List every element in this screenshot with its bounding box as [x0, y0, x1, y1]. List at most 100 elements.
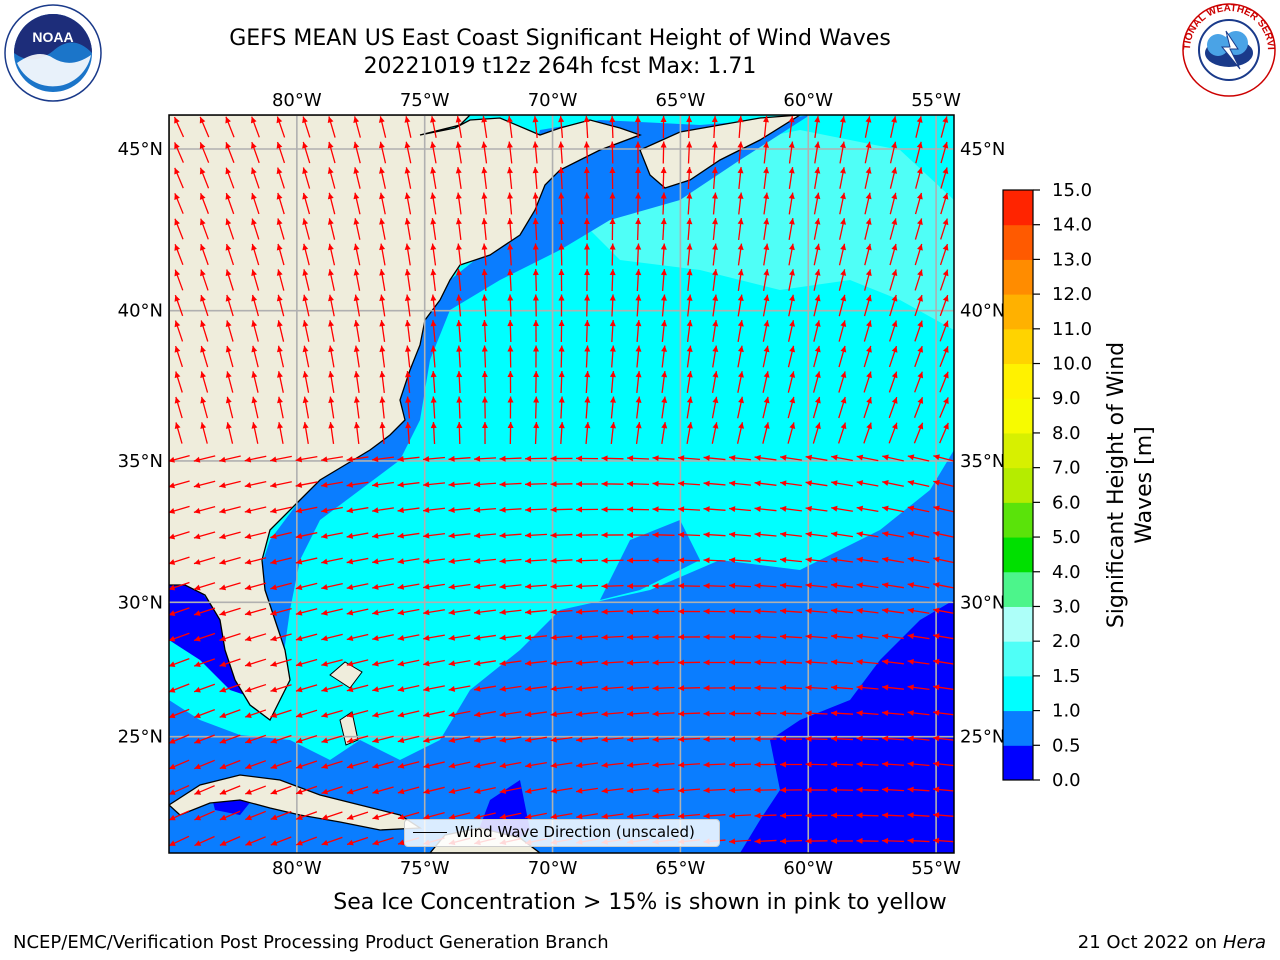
wave-arrow-head — [225, 244, 232, 251]
wave-arrow-head — [481, 243, 488, 250]
wave-arrow-head — [907, 454, 915, 461]
wave-arrow-head — [763, 116, 769, 123]
wave-arrow-head — [397, 762, 405, 769]
wave-arrow-head — [199, 218, 206, 226]
wave-arrow-head — [652, 761, 659, 768]
wave-arrow-head — [601, 506, 608, 513]
wave-arrow-head — [729, 736, 736, 743]
colorbar-segment — [1003, 641, 1033, 677]
wave-arrow-head — [270, 788, 278, 795]
wave-arrow-head — [634, 141, 641, 148]
colorbar-label-line1: Significant Height of Wind — [1104, 342, 1129, 628]
wave-arrow-head — [907, 735, 914, 742]
wave-arrow-head — [321, 456, 328, 463]
colorbar-tick-label: 11.0 — [1052, 319, 1092, 340]
wave-arrow-head — [525, 711, 532, 718]
wave-arrow-head — [627, 608, 634, 615]
wave-arrow-head — [865, 269, 872, 276]
wave-arrow-head — [244, 584, 252, 591]
wave-arrow-head — [270, 456, 277, 463]
wave-arrow-head — [703, 633, 710, 640]
wave-arrow-head — [169, 533, 176, 540]
wave-arrow-head — [856, 735, 863, 742]
wave-arrow-head — [601, 634, 608, 641]
wave-arrow-head — [907, 582, 915, 589]
wave-arrow-head — [831, 786, 838, 793]
wave-arrow-head — [499, 609, 506, 616]
wave-arrow-head — [831, 659, 838, 666]
latitude-labels-right: 45°N 40°N 35°N 30°N 25°N — [960, 139, 1005, 748]
wave-arrow-head — [456, 269, 462, 276]
wave-arrow-head — [933, 812, 940, 819]
latitude-labels-left: 45°N 40°N 35°N 30°N 25°N — [118, 139, 163, 748]
wave-arrow-head — [601, 557, 608, 564]
wave-arrow-head — [652, 736, 659, 743]
wave-arrow-head — [917, 422, 924, 430]
wave-arrow-head — [754, 633, 761, 640]
wave-arrow-head — [397, 686, 405, 693]
wave-arrow-head — [194, 814, 202, 821]
wave-arrow-head — [678, 480, 685, 487]
wave-arrow-head — [754, 582, 761, 589]
wave-arrow-head — [558, 167, 565, 174]
wave-arrow-head — [372, 481, 379, 488]
wave-arrow-head — [295, 609, 303, 616]
wave-arrow-head — [199, 142, 206, 150]
arrow-legend: Wind Wave Direction (unscaled) — [404, 819, 720, 847]
wave-arrow-head — [353, 141, 360, 149]
wave-arrow-head — [372, 686, 379, 693]
wave-arrow-head — [856, 505, 864, 512]
wave-arrow-head — [601, 736, 608, 743]
wave-arrow-head — [584, 422, 591, 429]
wave-arrow-head — [805, 608, 812, 615]
colorbar-segment — [1003, 432, 1033, 469]
wave-arrow-head — [296, 788, 303, 795]
wave-arrow-head — [321, 481, 328, 488]
wave-arrow-head — [865, 167, 872, 174]
wave-arrow-head — [194, 635, 201, 642]
wave-arrow-head — [660, 243, 667, 250]
wave-arrow-head — [882, 454, 889, 461]
wave-arrow-head — [481, 269, 488, 276]
wave-arrow-head — [346, 635, 354, 642]
colorbar-segment — [1003, 467, 1033, 503]
wave-arrow-head — [423, 481, 430, 488]
wave-arrow-head — [423, 455, 430, 462]
wave-arrow-head — [328, 371, 335, 378]
wave-arrow-head — [200, 422, 207, 429]
lat-label: 45°N — [960, 139, 1005, 160]
wave-arrow-head — [525, 634, 532, 641]
wave-arrow-head — [448, 558, 455, 565]
wave-arrow-head — [754, 659, 761, 666]
wave-arrow-head — [933, 633, 940, 640]
wave-arrow-head — [856, 607, 863, 614]
wave-arrow-head — [346, 456, 353, 463]
wave-arrow-head — [584, 345, 591, 352]
wave-arrow-head — [448, 737, 456, 743]
wave-arrow-head — [251, 193, 257, 200]
wave-arrow-head — [763, 167, 770, 174]
wave-arrow-head — [627, 710, 634, 717]
wave-arrow-head — [251, 396, 258, 404]
wave-arrow-head — [865, 116, 872, 123]
wave-arrow-head — [942, 295, 949, 302]
wave-arrow-head — [831, 837, 838, 844]
wave-arrow-head — [584, 320, 591, 327]
wave-arrow-head — [321, 558, 328, 565]
wave-arrow-head — [225, 193, 232, 200]
wave-arrow-head — [576, 787, 583, 794]
wave-arrow-head — [525, 481, 532, 488]
wave-arrow-head — [788, 243, 795, 251]
wave-arrow-head — [661, 396, 668, 403]
wave-arrow-head — [169, 789, 176, 795]
colorbar-segment — [1003, 259, 1033, 295]
wave-arrow-head — [405, 422, 412, 429]
wave-arrow-head — [481, 116, 488, 123]
wave-arrow-head — [245, 814, 252, 821]
wave-arrow-head — [583, 192, 590, 199]
wave-arrow-head — [456, 294, 463, 301]
wave-arrow-head — [397, 660, 405, 667]
colorbar-segment — [1003, 675, 1033, 712]
colorbar-tick-label: 10.0 — [1052, 354, 1092, 375]
